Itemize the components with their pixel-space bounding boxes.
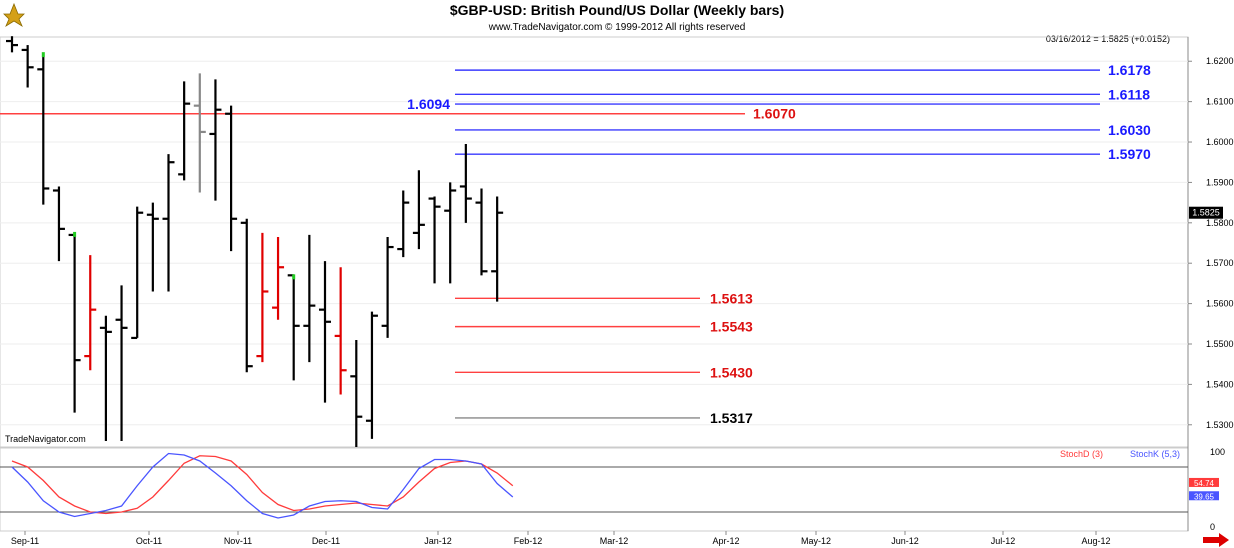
bar-signal-marker <box>41 52 45 58</box>
ohlc-bar <box>491 196 504 302</box>
ohlc-bar <box>225 105 238 252</box>
price-tick-label: 1.5300 <box>1206 420 1234 430</box>
time-axis-label: Jul-12 <box>991 536 1016 546</box>
stoch-k-value-tag <box>1189 491 1219 501</box>
ohlc-bar <box>209 79 222 201</box>
ohlc-bar <box>412 170 425 250</box>
time-axis-label: Jun-12 <box>891 536 919 546</box>
time-axis-label: Apr-12 <box>712 536 739 546</box>
time-axis-label: Aug-12 <box>1081 536 1110 546</box>
ohlc-bar <box>131 206 144 340</box>
price-bars <box>6 36 504 447</box>
ohlc-bar <box>272 236 285 320</box>
ohlc-bar <box>84 255 97 371</box>
oscillator-tick-label: 100 <box>1210 447 1225 457</box>
time-axis-label: Jan-12 <box>424 536 452 546</box>
price-tick-label: 1.5400 <box>1206 379 1234 389</box>
time-axis-label: Dec-11 <box>312 536 340 546</box>
ohlc-bar <box>240 218 253 373</box>
quote-readout: 03/16/2012 = 1.5825 (+0.0152) <box>1046 34 1170 44</box>
level-label: 1.5317 <box>710 410 753 426</box>
oscillator-legend-entry: StochD (3) <box>1060 449 1103 459</box>
ohlc-bar <box>256 232 269 363</box>
level-label: 1.5543 <box>710 319 753 335</box>
ohlc-bar <box>444 182 457 284</box>
oscillator-panel-frame <box>0 447 1189 532</box>
trade-navigator-logo <box>3 2 25 28</box>
level-label: 1.5970 <box>1108 146 1151 162</box>
price-tick-label: 1.6200 <box>1206 56 1234 66</box>
ohlc-bar <box>397 190 410 258</box>
ohlc-bar <box>162 154 175 292</box>
time-axis-label: Sep-11 <box>11 536 39 546</box>
stoch-d-line <box>11 455 514 515</box>
scroll-right-arrow-icon[interactable] <box>1203 533 1229 547</box>
stoch-d-value: 54.74 <box>1194 479 1215 488</box>
price-levels: 1.6178 1.6118 1.6094 1.6070 1.6030 1.5970 1.56… <box>0 62 1151 426</box>
ohlc-bar <box>459 144 472 223</box>
stoch-k-line <box>11 452 514 519</box>
stochastic-oscillator: 100 0 StochD (3) StochK (5,3) 54.74 39.65 <box>0 447 1225 532</box>
last-price-tag: 1.5825 <box>1189 206 1223 219</box>
time-axis-label: Feb-12 <box>514 536 543 546</box>
level-label: 1.6094 <box>407 96 450 112</box>
price-tick-label: 1.5500 <box>1206 339 1234 349</box>
price-tick-label: 1.5800 <box>1206 218 1234 228</box>
time-axis-label: Oct-11 <box>136 536 162 546</box>
price-tick-label: 1.6000 <box>1206 137 1234 147</box>
ohlc-bar <box>52 186 65 262</box>
ohlc-bar <box>475 188 488 276</box>
level-label: 1.5430 <box>710 364 753 380</box>
watermark: TradeNavigator.com <box>5 434 86 444</box>
ohlc-bar <box>287 274 300 381</box>
oscillator-legend-entry: StochK (5,3) <box>1130 449 1180 459</box>
last-price-label: 1.5825 <box>1192 208 1220 218</box>
stoch-d-value-tag <box>1189 477 1219 487</box>
ohlc-bar <box>146 202 159 292</box>
ohlc-bar <box>21 45 34 88</box>
level-label: 1.6178 <box>1108 62 1151 78</box>
bar-signal-marker <box>73 231 77 237</box>
level-label: 1.6118 <box>1108 86 1150 102</box>
bar-signal-marker <box>292 274 296 280</box>
ohlc-bar <box>428 196 441 284</box>
stoch-k-value: 39.65 <box>1194 492 1215 501</box>
ohlc-bar <box>99 315 112 441</box>
price-tick-label: 1.5600 <box>1206 299 1234 309</box>
price-tick-label: 1.6100 <box>1206 97 1234 107</box>
ohlc-bar <box>334 267 347 395</box>
ohlc-bar <box>303 234 316 363</box>
price-axis: 1.6200 1.6100 1.6000 1.5900 1.5800 1.5700 1.56… <box>1188 56 1234 430</box>
level-label: 1.6030 <box>1108 122 1151 138</box>
ohlc-bar <box>365 311 378 439</box>
level-label: 1.5613 <box>710 290 753 306</box>
oscillator-tick-label: 0 <box>1210 522 1215 532</box>
ohlc-bar <box>178 81 191 181</box>
ohlc-bar <box>319 261 331 403</box>
ohlc-bar <box>115 285 128 441</box>
ohlc-bar <box>6 36 18 53</box>
chart-title: $GBP-USD: British Pound/US Dollar (Weekl… <box>450 2 784 18</box>
ohlc-bar <box>381 236 394 338</box>
time-axis: Sep-11 Oct-11 Nov-11 Dec-11 Jan-12 Feb-12 Mar-… <box>11 531 1111 546</box>
level-label: 1.6070 <box>753 106 796 122</box>
grid <box>0 60 1188 426</box>
chart-subtitle: www.TradeNavigator.com © 1999-2012 All r… <box>488 22 746 33</box>
ohlc-bar <box>37 52 50 205</box>
price-panel-frame <box>0 36 1189 448</box>
price-tick-label: 1.5700 <box>1206 258 1234 268</box>
ohlc-bar <box>68 231 81 413</box>
time-axis-label: Nov-11 <box>224 536 252 546</box>
ohlc-bar <box>350 339 363 447</box>
ohlc-bar <box>193 73 206 193</box>
time-axis-label: May-12 <box>801 536 831 546</box>
time-axis-label: Mar-12 <box>600 536 629 546</box>
price-tick-label: 1.5900 <box>1206 177 1234 187</box>
